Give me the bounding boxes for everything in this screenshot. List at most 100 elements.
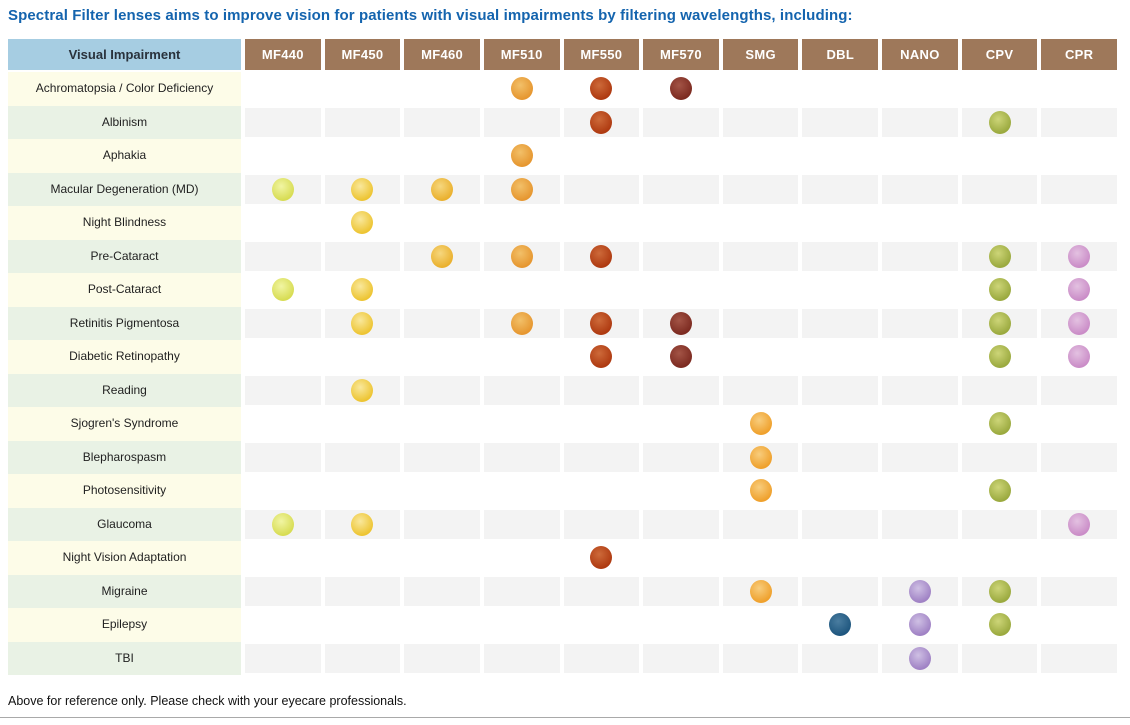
matrix-cell xyxy=(324,374,401,408)
matrix-cell xyxy=(245,106,321,140)
matrix-cell xyxy=(483,575,560,609)
matrix-cell xyxy=(1041,106,1117,140)
matrix-cell xyxy=(404,307,480,341)
filter-dot-cpr xyxy=(1068,512,1091,536)
matrix-cell xyxy=(404,608,480,642)
matrix-cell xyxy=(723,206,799,240)
filter-dot-mf550 xyxy=(590,546,613,570)
matrix-cell xyxy=(245,374,321,408)
row-label: Pre-Cataract xyxy=(8,239,241,273)
table-row: Aphakia xyxy=(8,139,1117,173)
matrix-cell xyxy=(245,575,321,609)
matrix-cell xyxy=(802,374,879,408)
matrix-cell xyxy=(1041,608,1117,642)
matrix-cell xyxy=(802,508,879,542)
matrix-cell xyxy=(722,374,799,408)
filter-dot-cpr xyxy=(1068,311,1091,335)
matrix-cell xyxy=(722,307,799,341)
matrix-cell xyxy=(961,240,1038,274)
filter-dot-smg xyxy=(749,445,772,469)
filter-dot-nano xyxy=(908,613,931,637)
matrix-cell xyxy=(802,173,879,207)
corner-header: Visual Impairment xyxy=(8,39,241,70)
matrix-cell xyxy=(404,374,480,408)
row-label: Blepharospasm xyxy=(8,440,241,474)
filter-dot-mf550 xyxy=(590,110,613,134)
matrix-cell xyxy=(483,642,560,676)
matrix-cell xyxy=(245,206,321,240)
filter-dot-cpv xyxy=(988,412,1011,436)
matrix-cell xyxy=(484,206,560,240)
matrix-cell xyxy=(962,206,1038,240)
matrix-cell xyxy=(484,541,560,575)
matrix-cell xyxy=(1041,642,1117,676)
matrix-cell xyxy=(484,139,560,173)
filter-dot-mf510 xyxy=(510,244,533,268)
column-header-cpv: CPV xyxy=(961,39,1038,70)
matrix-cell xyxy=(324,642,401,676)
filter-dot-mf510 xyxy=(510,77,533,101)
matrix-cell xyxy=(324,508,401,542)
matrix-cell xyxy=(1041,206,1117,240)
matrix-cell xyxy=(802,340,878,374)
table-row: TBI xyxy=(8,641,1117,676)
row-label: Epilepsy xyxy=(8,608,241,642)
matrix-cell xyxy=(643,642,719,676)
table-row: Sjogren's Syndrome xyxy=(8,407,1117,441)
row-label: Migraine xyxy=(8,574,241,608)
matrix-cell xyxy=(564,340,640,374)
matrix-cell xyxy=(325,139,401,173)
matrix-cell xyxy=(802,441,879,475)
filter-dot-mf550 xyxy=(590,77,613,101)
matrix-cell xyxy=(1041,575,1117,609)
matrix-cell xyxy=(1041,72,1117,106)
matrix-cell xyxy=(563,575,640,609)
filter-dot-mf570 xyxy=(669,77,692,101)
matrix-cell xyxy=(882,474,958,508)
matrix-cell xyxy=(564,407,640,441)
filter-dot-smg xyxy=(749,579,772,603)
matrix-cell xyxy=(564,273,640,307)
row-label: Glaucoma xyxy=(8,507,241,541)
filter-dot-mf550 xyxy=(590,345,613,369)
matrix-cell xyxy=(802,541,878,575)
table-row: Epilepsy xyxy=(8,608,1117,642)
matrix-cell xyxy=(643,374,719,408)
bottom-divider xyxy=(0,717,1130,718)
matrix-cell xyxy=(802,206,878,240)
column-header-dbl: DBL xyxy=(802,39,879,70)
matrix-cell xyxy=(1041,441,1117,475)
matrix-cell xyxy=(324,106,401,140)
matrix-cell xyxy=(643,273,719,307)
row-label: Night Vision Adaptation xyxy=(8,541,241,575)
row-label: Macular Degeneration (MD) xyxy=(8,172,241,206)
matrix-cell xyxy=(245,474,321,508)
matrix-cell xyxy=(882,340,958,374)
matrix-cell xyxy=(723,407,799,441)
matrix-cell xyxy=(483,106,560,140)
column-header-mf510: MF510 xyxy=(483,39,560,70)
matrix-cell xyxy=(723,608,799,642)
matrix-cell xyxy=(245,307,321,341)
row-label: Night Blindness xyxy=(8,206,241,240)
matrix-cell xyxy=(722,240,799,274)
matrix-cell xyxy=(484,273,560,307)
filter-dot-mf550 xyxy=(590,311,613,335)
matrix-cell xyxy=(643,340,719,374)
filter-dot-mf440 xyxy=(271,512,294,536)
matrix-cell xyxy=(404,642,480,676)
matrix-cell xyxy=(882,508,958,542)
matrix-cell xyxy=(564,474,640,508)
matrix-cell xyxy=(643,307,719,341)
matrix-cell xyxy=(245,273,321,307)
matrix-cell xyxy=(643,206,719,240)
matrix-cell xyxy=(483,307,560,341)
matrix-cell xyxy=(723,340,799,374)
matrix-cell xyxy=(722,575,799,609)
filter-dot-smg xyxy=(749,479,772,503)
matrix-cell xyxy=(563,642,640,676)
matrix-cell xyxy=(882,541,958,575)
row-label: Diabetic Retinopathy xyxy=(8,340,241,374)
matrix-cell xyxy=(643,173,719,207)
column-header-mf550: MF550 xyxy=(563,39,640,70)
